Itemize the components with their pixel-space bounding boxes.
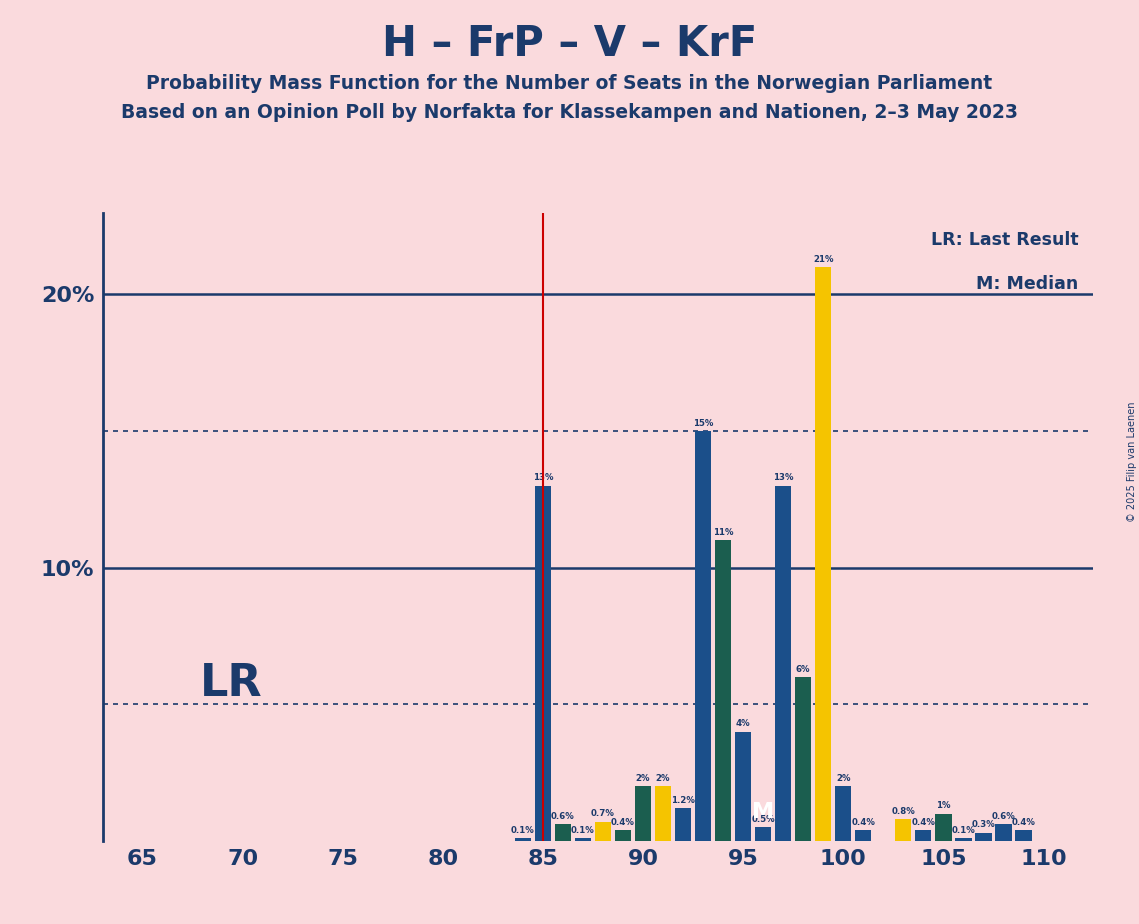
Text: 21%: 21%: [813, 255, 834, 264]
Bar: [615, 830, 631, 841]
Text: 15%: 15%: [693, 419, 713, 428]
Text: 0.1%: 0.1%: [571, 826, 595, 834]
Text: LR: LR: [200, 663, 263, 705]
Text: 13%: 13%: [773, 473, 794, 482]
Bar: [855, 830, 871, 841]
Bar: [515, 838, 531, 841]
Text: H – FrP – V – KrF: H – FrP – V – KrF: [382, 23, 757, 65]
Bar: [956, 838, 972, 841]
Text: 0.4%: 0.4%: [611, 818, 634, 827]
Bar: [715, 541, 731, 841]
Text: 0.6%: 0.6%: [991, 812, 1015, 821]
Text: 0.6%: 0.6%: [551, 812, 575, 821]
Bar: [575, 838, 591, 841]
Text: 4%: 4%: [736, 719, 751, 728]
Bar: [555, 824, 571, 841]
Bar: [975, 833, 992, 841]
Bar: [915, 830, 932, 841]
Text: © 2025 Filip van Laenen: © 2025 Filip van Laenen: [1126, 402, 1137, 522]
Text: 0.5%: 0.5%: [752, 815, 775, 824]
Bar: [595, 821, 612, 841]
Text: Based on an Opinion Poll by Norfakta for Klassekampen and Nationen, 2–3 May 2023: Based on an Opinion Poll by Norfakta for…: [121, 103, 1018, 123]
Text: 2%: 2%: [656, 774, 670, 783]
Bar: [755, 827, 771, 841]
Text: 1.2%: 1.2%: [671, 796, 695, 805]
Bar: [775, 486, 792, 841]
Bar: [935, 813, 951, 841]
Text: M: Median: M: Median: [976, 275, 1079, 293]
Bar: [674, 808, 691, 841]
Bar: [655, 786, 671, 841]
Text: LR: Last Result: LR: Last Result: [931, 231, 1079, 249]
Bar: [835, 786, 852, 841]
Bar: [895, 819, 911, 841]
Bar: [795, 677, 811, 841]
Text: 11%: 11%: [713, 528, 734, 537]
Text: 0.1%: 0.1%: [951, 826, 975, 834]
Text: M: M: [752, 802, 775, 821]
Text: 1%: 1%: [936, 801, 951, 810]
Text: 0.4%: 0.4%: [911, 818, 935, 827]
Text: 2%: 2%: [836, 774, 851, 783]
Bar: [695, 432, 711, 841]
Text: 0.4%: 0.4%: [851, 818, 875, 827]
Bar: [634, 786, 652, 841]
Text: 0.4%: 0.4%: [1011, 818, 1035, 827]
Text: 0.8%: 0.8%: [892, 807, 915, 816]
Bar: [1015, 830, 1032, 841]
Text: 0.7%: 0.7%: [591, 809, 615, 819]
Text: 2%: 2%: [636, 774, 650, 783]
Bar: [534, 486, 551, 841]
Bar: [995, 824, 1011, 841]
Bar: [816, 267, 831, 841]
Text: 0.1%: 0.1%: [511, 826, 535, 834]
Text: 6%: 6%: [796, 664, 811, 674]
Bar: [735, 732, 752, 841]
Text: Probability Mass Function for the Number of Seats in the Norwegian Parliament: Probability Mass Function for the Number…: [147, 74, 992, 93]
Text: 0.3%: 0.3%: [972, 821, 995, 830]
Text: 13%: 13%: [533, 473, 554, 482]
